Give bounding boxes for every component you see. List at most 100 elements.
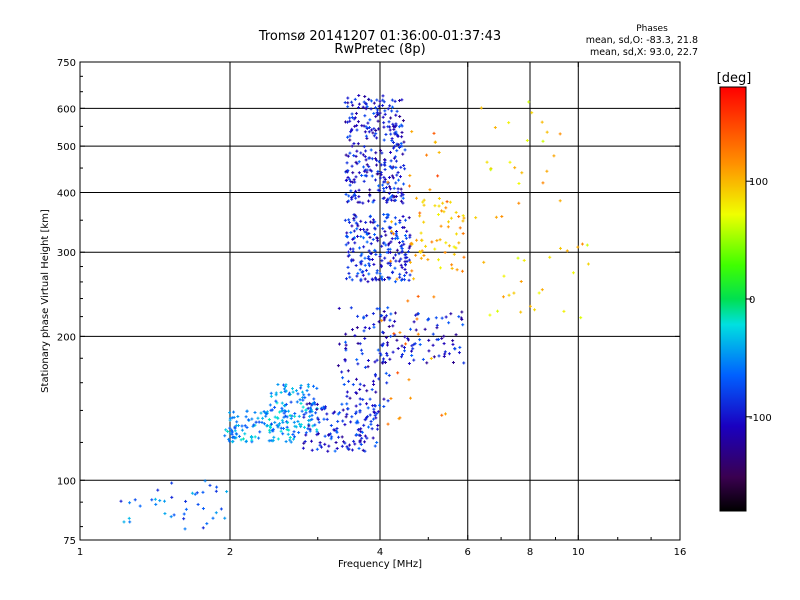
data-point	[450, 263, 454, 267]
data-point	[407, 362, 411, 366]
data-point	[345, 390, 349, 394]
data-point	[400, 344, 404, 348]
data-point	[454, 210, 458, 214]
y-tick-label: 100	[57, 476, 76, 487]
data-point	[358, 410, 362, 414]
data-point	[433, 204, 437, 208]
data-point	[296, 392, 300, 396]
data-point	[300, 409, 304, 413]
data-point	[488, 313, 492, 317]
data-point	[291, 433, 295, 437]
data-point	[283, 385, 287, 389]
data-point	[382, 316, 386, 320]
data-point	[403, 267, 407, 271]
grid-layer	[80, 62, 680, 540]
data-point	[533, 308, 537, 312]
data-point	[410, 130, 414, 134]
data-point	[389, 159, 393, 163]
data-point	[356, 120, 360, 124]
data-point	[373, 413, 377, 417]
data-point	[214, 511, 218, 515]
data-point	[378, 99, 382, 103]
data-point	[357, 106, 361, 110]
x-axis: 1 2 4 6 8 10 16	[77, 62, 686, 558]
data-point	[354, 111, 358, 115]
data-point	[387, 175, 391, 179]
data-point	[400, 353, 404, 357]
data-point	[234, 432, 238, 436]
data-point	[389, 165, 393, 169]
data-point	[348, 443, 352, 447]
data-point	[284, 389, 288, 393]
data-point	[353, 241, 357, 245]
data-point	[355, 227, 359, 231]
data-point	[269, 426, 273, 430]
data-point	[400, 124, 404, 128]
data-point	[282, 411, 286, 415]
x-tick-label: 6	[465, 547, 471, 558]
data-point	[271, 439, 275, 443]
data-point	[363, 365, 367, 369]
data-point	[431, 332, 435, 336]
x-tick-label: 4	[377, 547, 383, 558]
data-point	[297, 422, 301, 426]
data-point	[502, 274, 506, 278]
x-tick-label: 1	[77, 547, 83, 558]
data-point	[344, 343, 348, 347]
data-point	[287, 393, 291, 397]
data-point	[383, 163, 387, 167]
data-point	[333, 449, 337, 453]
data-point	[208, 483, 212, 487]
data-point	[391, 146, 395, 150]
data-point	[346, 369, 350, 373]
data-point	[391, 176, 395, 180]
data-point	[280, 418, 284, 422]
data-point	[385, 381, 389, 385]
data-point	[381, 98, 385, 102]
data-point	[276, 437, 280, 441]
data-point	[308, 401, 312, 405]
data-point	[378, 176, 382, 180]
data-point	[284, 383, 288, 387]
data-point	[361, 201, 365, 205]
data-point	[400, 135, 404, 139]
data-point	[501, 295, 505, 299]
data-point	[270, 408, 274, 412]
data-point	[329, 423, 333, 427]
data-point	[400, 249, 404, 253]
data-point	[419, 256, 423, 260]
data-point	[354, 154, 358, 158]
colorbar: [deg] 100 0 -100	[717, 71, 772, 512]
data-point	[372, 101, 376, 105]
data-point	[259, 411, 263, 415]
data-point	[397, 241, 401, 245]
data-point	[154, 502, 158, 506]
data-point	[364, 149, 368, 153]
data-point	[427, 317, 431, 321]
data-point	[184, 499, 188, 503]
data-point	[392, 256, 396, 260]
data-point	[387, 325, 391, 329]
data-point	[418, 338, 422, 342]
data-point	[230, 416, 234, 420]
data-point	[378, 272, 382, 276]
data-point	[365, 240, 369, 244]
data-point	[215, 485, 219, 489]
data-point	[350, 415, 354, 419]
data-point	[545, 130, 549, 134]
data-point	[354, 404, 358, 408]
data-point	[370, 427, 374, 431]
data-point	[350, 328, 354, 332]
data-point	[352, 229, 356, 233]
data-point	[356, 200, 360, 204]
x-axis-label: Frequency [MHz]	[338, 559, 422, 570]
data-point	[346, 265, 350, 269]
data-point	[314, 411, 318, 415]
data-point	[304, 408, 308, 412]
data-point	[416, 332, 420, 336]
data-point	[318, 443, 322, 447]
data-point	[310, 448, 314, 452]
data-point	[201, 490, 205, 494]
data-point	[337, 306, 341, 310]
data-point	[385, 200, 389, 204]
